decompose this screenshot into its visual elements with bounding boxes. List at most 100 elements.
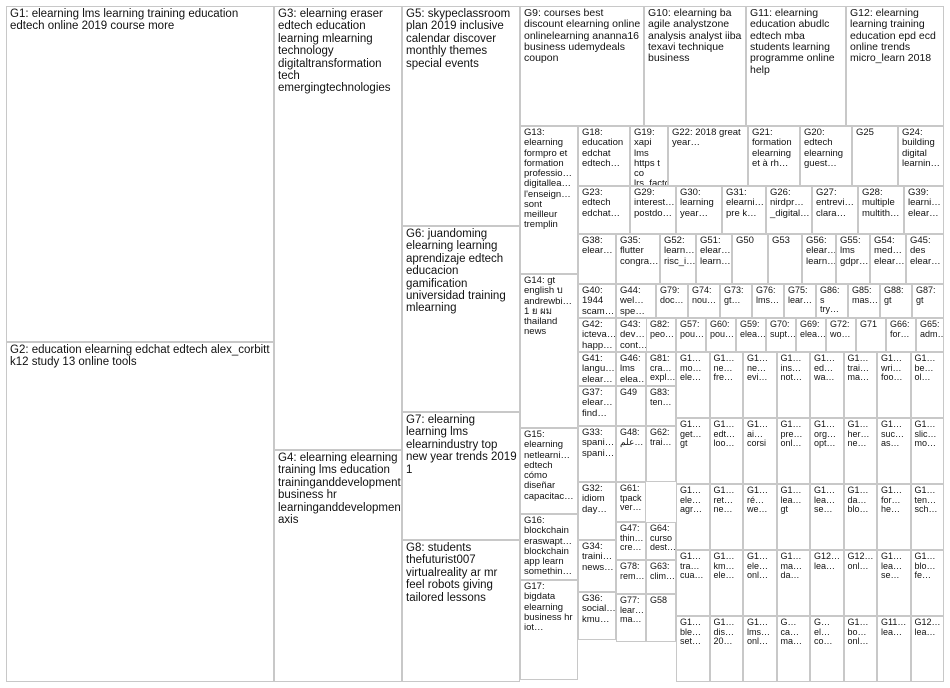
group-box-g63: G63: clim… [646,560,676,594]
group-box-g7: G7: elearning learning lms elearnindustr… [402,412,520,540]
group-label-g9: G9: courses best discount elearning onli… [524,7,641,65]
group-box-g42: G42: icteva… happ… [578,318,616,352]
group-box-g58: G58 [646,594,676,642]
group-box-g88: G88: gt [880,284,912,318]
group-box-g27: G27: entrevi… clara… [812,186,858,234]
group-box-g81: G81: cra… expl… exp… [646,352,676,386]
group-box-g34: G34: traini… news… [578,540,616,592]
group-label-small: G1… ret… ne… [713,485,735,515]
group-label-g27: G27: entrevi… clara… [816,187,855,219]
group-label-small: G1… for… he… [881,485,903,515]
group-label-small: G… ca… ma… [780,617,803,647]
group-box-g37: G37: elear… find… [578,386,616,426]
group-box-small: G1… slic… mo… [910,418,944,484]
group-box-g23: G23: edtech edchat… [578,186,630,234]
group-box-g4: G4: elearning elearning training lms edu… [274,450,402,682]
group-label-g14: G14: gt english บ andrewbi… 1 ย ผม thail… [524,275,573,338]
group-label-small: G1… mo… ele… [680,353,702,383]
group-box-g10: G10: elearning ba agile analystzone anal… [644,6,746,126]
group-box-small: G12… lea… [810,550,844,616]
group-label-g25: G25 [856,127,874,138]
group-label-g4: G4: elearning elearning training lms edu… [278,452,402,527]
group-box-small: G1… ma… da… [776,550,810,616]
group-label-small: G1… bo… onl… [847,617,869,647]
group-box-g50: G50 [732,234,768,284]
group-box-small: G1… ai… corsi [743,418,777,484]
group-label-small: G1… ten… sch… [914,485,938,515]
group-box-g22: G22: 2018 great year… [668,126,748,186]
group-label-g1: G1: elearning lms learning training educ… [10,8,239,33]
group-label-g72: G72: wo… [830,319,851,339]
group-label-g69: G69: elea… [800,319,826,339]
group-label-g83: G83: ten… [650,387,672,407]
group-box-small: G1… ble… set… [676,616,710,682]
group-label-g20: G20: edtech elearning guest… [804,127,844,169]
group-box-g6: G6: juandoming elearning learning aprend… [402,226,520,412]
group-box-small: G1… ten… sch… [910,484,944,550]
group-box-g61: G61: tpack ver… [616,482,646,522]
group-box-small: G1… mo… ele… [676,352,710,418]
group-box-g2: G2: education elearning edchat edtech al… [6,342,274,682]
group-box-g62: G62: trai… [646,426,676,482]
group-box-small: G1… pre… onl… [776,418,810,484]
group-box-g35: G35: flutter congra… [616,234,660,284]
group-box-small: G1… get… gt [676,418,710,484]
group-box-small: G1… trai… ma… [843,352,877,418]
group-label-small: G1… lea… se… [814,485,836,515]
group-label-g39: G39: learni… elear… [908,187,941,219]
group-box-small: G… el… co… [810,616,844,682]
group-label-g33: G33: spani… spani… [582,427,615,459]
group-box-g5: G5: skypeclassroom plan 2019 inclusive c… [402,6,520,226]
group-box-small: G12… lea… [910,616,944,682]
group-box-small: G1… lea… se… [877,550,911,616]
group-box-g30: G30: learning year… [676,186,722,234]
group-label-small: G1… tra… cua… [680,551,704,581]
group-label-small: G1… edt… loo… [713,419,736,449]
group-box-g70: G70: supt… [766,318,796,352]
group-label-g65: G65: adm… [920,319,944,339]
group-label-g38: G38: elear… [582,235,613,257]
group-label-g62: G62: trai… [650,427,672,447]
group-box-small: G1… lms… onl… [743,616,777,682]
group-label-g3: G3: elearning eraser edtech education le… [278,8,391,95]
group-label-small: G1… ins… not… [780,353,803,383]
group-box-g64: G64: curso dest… [646,522,676,560]
group-label-small: G1… km… ele… [713,551,735,581]
group-box-g46: G46: lms elea… [616,352,646,386]
group-label-g66: G66: for… [890,319,910,339]
group-box-g1: G1: elearning lms learning training educ… [6,6,274,342]
group-label-small: G1… lms… onl… [747,617,770,647]
group-box-g49: G49 [616,386,646,426]
group-box-small: G1… her… ne… [843,418,877,484]
group-label-g58: G58 [650,595,668,605]
group-label-small: G1… suc… as… [881,419,905,449]
group-label-small: G1… ble… set… [680,617,702,647]
group-box-small: G… ca… ma… [776,616,810,682]
group-box-g59: G59: elea… [736,318,766,352]
group-box-small: G1… lea… gt [776,484,810,550]
group-box-small: G1… blo… fe… [910,550,944,616]
group-label-small: G1… ma… da… [780,551,803,581]
group-box-g38: G38: elear… [578,234,616,284]
group-box-small: G1… ré… we… [743,484,777,550]
group-label-g63: G63: clim… [650,561,675,581]
group-box-g18: G18: education edchat edtech… [578,126,630,186]
group-box-g44: G44: wel… spe… [616,284,656,318]
group-label-g87: G87: gt [916,285,936,305]
group-label-g75: G75: lear… [788,285,813,305]
group-label-g52: G52: learn… risc_i… [664,235,696,267]
group-box-small: G1… ins… not… [776,352,810,418]
group-box-g87: G87: gt [912,284,944,318]
group-box-g56: G56: elear… learn… [802,234,836,284]
group-label-g54: G54: med… elear… [874,235,905,267]
group-label-small: G1… ré… we… [747,485,769,515]
group-label-g21: G21: formation elearning et à rh… [752,127,792,169]
group-label-g76: G76: lms… [756,285,779,305]
group-label-g30: G30: learning year… [680,187,714,219]
group-label-small: G1… da… blo… [847,485,869,515]
group-box-g16: G16: blockchain eraswapt… blockchain app… [520,514,578,580]
group-box-g12: G12: elearning learning training educati… [846,6,944,126]
group-box-g55: G55: lms gdpr… [836,234,870,284]
group-box-g52: G52: learn… risc_i… [660,234,696,284]
group-box-g39: G39: learni… elear… [904,186,944,234]
